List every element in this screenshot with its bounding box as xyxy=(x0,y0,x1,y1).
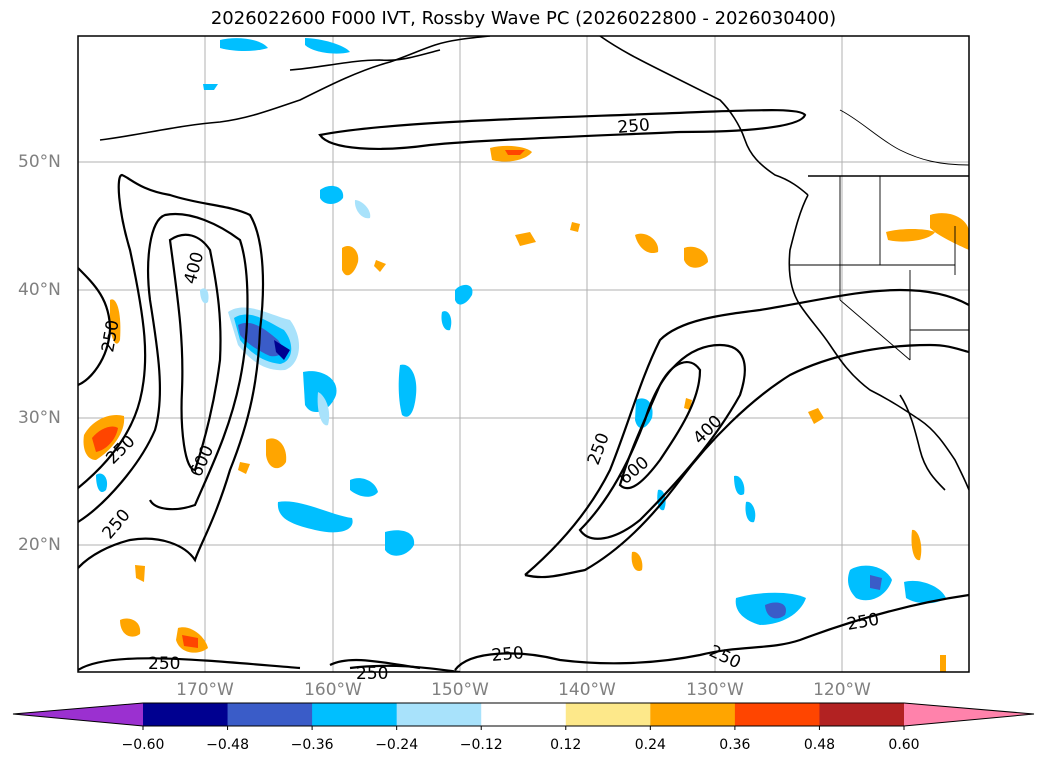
contour-label: 250 xyxy=(617,115,651,138)
lat-label-20: 20°N xyxy=(18,535,61,555)
colorbar-cell xyxy=(227,703,313,726)
colorbar-cell xyxy=(650,703,736,726)
colorbar-tick-label: −0.36 xyxy=(290,737,334,753)
colorbar-extend-max xyxy=(904,703,1034,726)
colorbar-extend-min xyxy=(13,703,143,726)
lat-label-30: 30°N xyxy=(18,408,61,428)
contour-label: 250 xyxy=(148,654,180,674)
colorbar-tick-label: −0.60 xyxy=(121,737,165,753)
ivt-shading xyxy=(83,38,969,672)
contour-label: 250 xyxy=(491,643,525,666)
colorbar-tick-label: 0.36 xyxy=(719,737,751,753)
contour-label: 250 xyxy=(356,664,388,684)
borders xyxy=(790,109,969,361)
lat-label-50: 50°N xyxy=(18,152,61,172)
plot-frame xyxy=(77,35,970,673)
colorbar-cell xyxy=(734,703,820,726)
contour-label: 250 xyxy=(99,505,135,543)
lat-label-40: 40°N xyxy=(18,280,61,300)
lon-label-160w: 160°W xyxy=(304,680,362,700)
colorbar-tick-label: 0.12 xyxy=(550,737,582,753)
colorbar-tick-label: 0.48 xyxy=(803,737,836,753)
contour-label: 250 xyxy=(845,610,880,635)
map-canvas: 250 400 250 250 600 250 250 250 250 600 … xyxy=(77,35,970,684)
colorbar-cell xyxy=(312,703,398,726)
colorbar-tick-label: −0.12 xyxy=(459,737,503,753)
lon-label-150w: 150°W xyxy=(431,680,489,700)
coastlines xyxy=(99,36,969,491)
colorbar-tick-label: 0.60 xyxy=(888,737,920,753)
lon-label-170w: 170°W xyxy=(176,680,234,700)
colorbar-cell xyxy=(565,703,651,726)
contour-label: 400 xyxy=(181,250,209,287)
colorbar-tick-label: −0.24 xyxy=(375,737,419,753)
contour-label: 250 xyxy=(98,318,123,353)
colorbar-cell xyxy=(819,703,905,726)
colorbar-tick-label: 0.24 xyxy=(634,737,666,753)
contour-label: 400 xyxy=(689,411,726,448)
lon-label-130w: 130°W xyxy=(686,680,744,700)
colorbar-cell xyxy=(143,703,229,726)
contour-label: 250 xyxy=(584,430,614,467)
colorbar-cell xyxy=(396,703,482,726)
colorbar-tick-label: −0.48 xyxy=(206,737,249,753)
ivt-contours xyxy=(78,109,969,672)
colorbar xyxy=(12,702,1035,730)
map-title: 2026022600 F000 IVT, Rossby Wave PC (202… xyxy=(210,8,837,29)
lon-label-120w: 120°W xyxy=(813,680,871,700)
contour-label: 250 xyxy=(706,641,744,673)
lon-label-140w: 140°W xyxy=(558,680,616,700)
colorbar-cell xyxy=(481,703,567,726)
